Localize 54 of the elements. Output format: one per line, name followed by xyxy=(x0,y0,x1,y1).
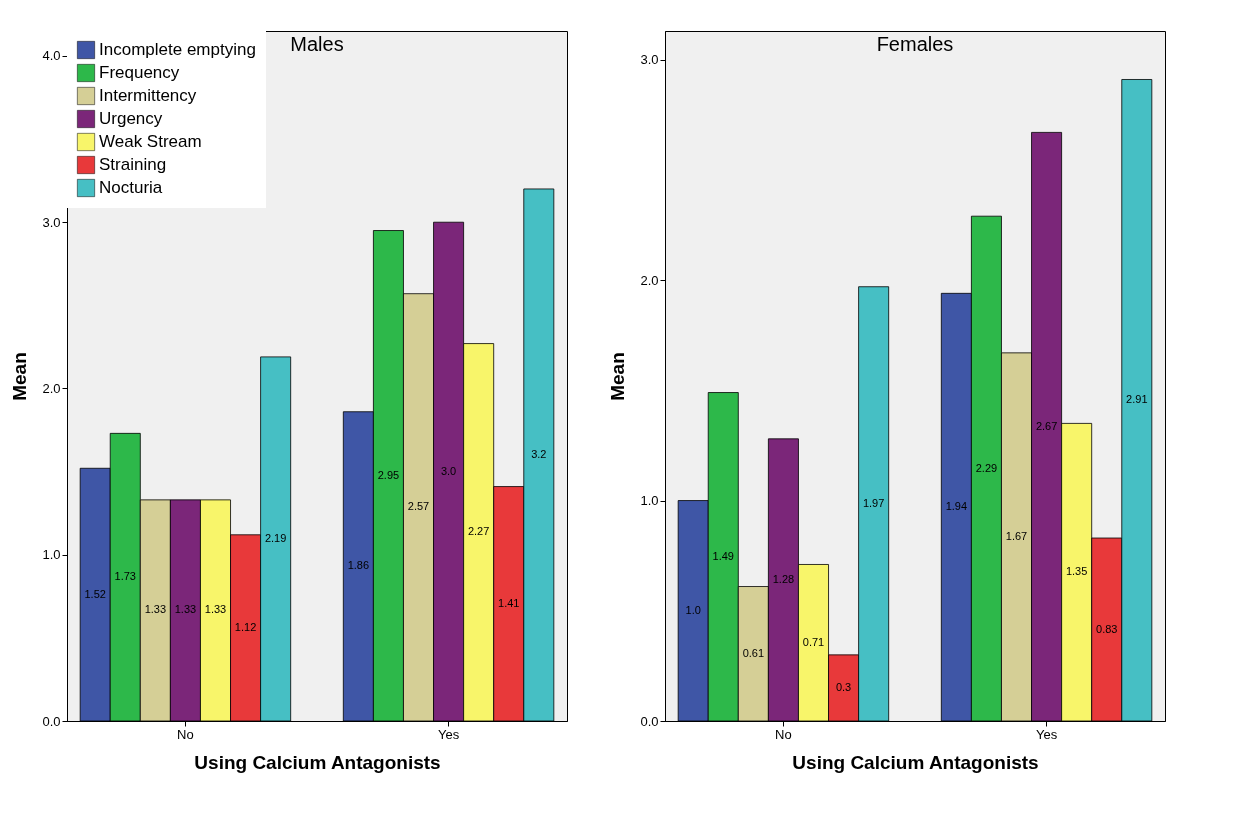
chart-title: Females xyxy=(876,33,954,55)
legend-label: Weak Stream xyxy=(99,132,202,151)
y-tick-label: 3.0 xyxy=(640,52,659,68)
data-label: 1.86 xyxy=(347,559,370,572)
x-axis-title: Using Calcium Antagonists xyxy=(194,751,441,773)
data-label: 2.27 xyxy=(467,525,490,538)
data-label: 0.61 xyxy=(742,646,765,659)
data-label: 1.33 xyxy=(204,603,227,616)
data-label: 2.95 xyxy=(377,468,400,481)
y-tick-label: 0.0 xyxy=(42,713,61,729)
data-label: 1.67 xyxy=(1005,529,1028,542)
legend-label: Straining xyxy=(99,155,167,174)
x-tick-label: Yes xyxy=(1035,726,1058,742)
data-label: 0.83 xyxy=(1096,622,1118,635)
legend-label: Incomplete emptying xyxy=(99,40,256,59)
data-label: 0.71 xyxy=(802,635,825,648)
y-tick-label: 4.0 xyxy=(42,48,61,64)
data-label: 0.3 xyxy=(835,680,852,693)
data-label: 1.97 xyxy=(862,496,885,509)
y-axis-title: Mean xyxy=(607,352,629,401)
y-tick-label: 1.0 xyxy=(42,547,61,563)
legend-label: Frequency xyxy=(99,63,180,82)
data-label: 1.0 xyxy=(685,603,701,616)
chart-title: Males xyxy=(290,33,344,55)
x-tick-label: Yes xyxy=(437,726,460,742)
x-axis-title: Using Calcium Antagonists xyxy=(792,751,1039,773)
y-tick-label: 0.0 xyxy=(640,713,659,729)
y-tick-label: 3.0 xyxy=(42,214,61,230)
data-label: 2.29 xyxy=(975,461,998,474)
y-tick-label: 2.0 xyxy=(42,380,61,396)
y-axis-title: Mean xyxy=(9,352,31,401)
data-label: 1.49 xyxy=(712,549,734,562)
data-label: 3.0 xyxy=(440,464,457,477)
x-tick-label: No xyxy=(775,726,792,742)
legend-label: Nocturia xyxy=(99,178,163,197)
data-label: 3.2 xyxy=(531,447,547,460)
data-label: 1.12 xyxy=(234,620,257,633)
data-label: 2.19 xyxy=(264,531,287,544)
data-label: 1.28 xyxy=(772,572,795,585)
legend-label: Urgency xyxy=(99,109,163,128)
y-tick-label: 2.0 xyxy=(640,272,659,288)
data-label: 1.33 xyxy=(174,603,197,616)
data-label: 1.35 xyxy=(1065,565,1088,578)
data-label: 2.91 xyxy=(1126,393,1148,406)
data-label: 2.57 xyxy=(407,500,430,513)
legend-label: Intermittency xyxy=(99,86,197,105)
data-label: 1.41 xyxy=(498,596,520,609)
data-label: 1.73 xyxy=(114,570,136,583)
x-tick-label: No xyxy=(177,726,194,742)
data-label: 1.94 xyxy=(945,500,968,513)
data-label: 1.33 xyxy=(144,603,167,616)
y-tick-label: 1.0 xyxy=(640,493,659,509)
data-label: 1.52 xyxy=(84,587,106,600)
data-label: 2.67 xyxy=(1035,419,1058,432)
